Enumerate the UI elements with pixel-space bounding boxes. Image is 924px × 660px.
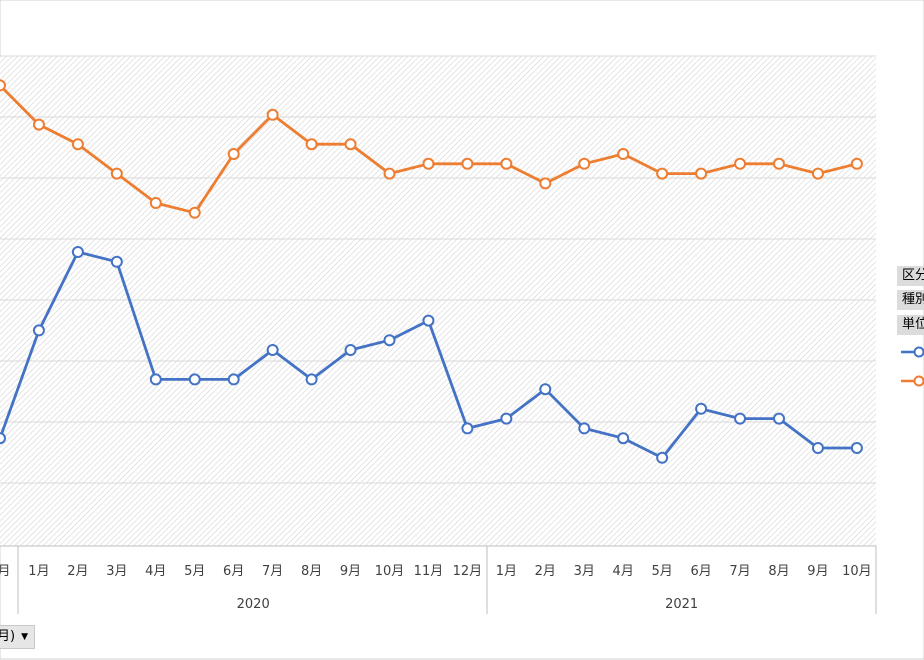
gridlines bbox=[0, 55, 876, 484]
legend-swatch-orange bbox=[901, 375, 924, 387]
x-tick-label: 2月 bbox=[535, 564, 556, 579]
data-point[interactable] bbox=[71, 246, 84, 258]
x-tick-label: 1月 bbox=[28, 564, 49, 579]
data-point[interactable] bbox=[227, 373, 240, 386]
data-point[interactable] bbox=[32, 118, 45, 131]
data-point[interactable] bbox=[149, 197, 162, 209]
x-tick-label: 4月 bbox=[613, 564, 634, 579]
x-year-label: 2020 bbox=[237, 597, 270, 612]
data-point[interactable] bbox=[656, 451, 669, 464]
x-tick-label: 4月 bbox=[145, 564, 166, 579]
data-point[interactable] bbox=[461, 157, 474, 170]
month-filter-button[interactable]: 月) ▼ bbox=[0, 625, 35, 649]
data-point[interactable] bbox=[578, 422, 591, 435]
data-point[interactable] bbox=[422, 314, 435, 327]
x-tick-label: 10月 bbox=[375, 564, 405, 579]
data-point[interactable] bbox=[0, 79, 6, 92]
data-point[interactable] bbox=[110, 167, 123, 180]
data-point[interactable] bbox=[734, 412, 747, 425]
data-point[interactable] bbox=[227, 148, 240, 160]
x-tick-label: 8月 bbox=[301, 564, 322, 579]
x-tick-label: 9月 bbox=[340, 564, 361, 579]
triangle-down-icon[interactable]: ▼ bbox=[21, 632, 28, 642]
x-tick-label: 6月 bbox=[690, 564, 711, 579]
legend-tag-type-label: 種別 bbox=[902, 292, 924, 307]
data-point[interactable] bbox=[305, 138, 318, 151]
x-tick-label: 3月 bbox=[106, 564, 127, 579]
month-filter-label: 月) bbox=[0, 629, 16, 644]
plot-area bbox=[0, 56, 876, 546]
data-point[interactable] bbox=[110, 255, 123, 268]
series-layer bbox=[0, 79, 863, 464]
data-point[interactable] bbox=[461, 422, 474, 435]
legend-tag-type[interactable]: 種別 bbox=[897, 290, 924, 310]
x-tick-label: 月 bbox=[0, 564, 11, 579]
data-point[interactable] bbox=[578, 157, 591, 170]
x-axis: 月 1月 2月 3月 4月 5月 6月 7月 8月 9月 10月 11月 12月 1月 2月 3月 4月 5月 6月… bbox=[0, 545, 877, 614]
data-point[interactable] bbox=[656, 167, 669, 180]
x-tick-label: 6月 bbox=[223, 564, 244, 579]
data-point[interactable] bbox=[811, 167, 824, 180]
legend-tag-unit-label: 単位 bbox=[902, 317, 924, 332]
data-point[interactable] bbox=[344, 138, 357, 151]
data-point[interactable] bbox=[188, 206, 201, 219]
data-point[interactable] bbox=[383, 334, 396, 347]
x-tick-label: 7月 bbox=[262, 564, 283, 579]
legend-tag-unit[interactable]: 単位 bbox=[897, 315, 924, 335]
legend-swatch-blue bbox=[901, 346, 924, 358]
data-point[interactable] bbox=[500, 157, 513, 170]
x-tick-label: 9月 bbox=[807, 564, 828, 579]
x-tick-label: 10月 bbox=[842, 564, 872, 579]
x-tick-label: 5月 bbox=[652, 564, 673, 579]
data-point[interactable] bbox=[344, 344, 357, 356]
x-year-label: 2021 bbox=[665, 597, 698, 612]
data-point[interactable] bbox=[500, 412, 513, 425]
data-point[interactable] bbox=[617, 432, 630, 445]
data-point[interactable] bbox=[188, 373, 201, 386]
data-point[interactable] bbox=[811, 442, 824, 454]
data-point[interactable] bbox=[0, 432, 6, 445]
x-tick-label: 5月 bbox=[184, 564, 205, 579]
data-point[interactable] bbox=[422, 157, 435, 170]
data-point[interactable] bbox=[149, 373, 162, 386]
data-point[interactable] bbox=[734, 157, 747, 170]
x-tick-label: 7月 bbox=[729, 564, 750, 579]
data-point[interactable] bbox=[266, 108, 279, 121]
data-point[interactable] bbox=[71, 138, 84, 151]
legend-tag-category[interactable]: 区分 bbox=[897, 266, 924, 286]
legend-tag-category-label: 区分 bbox=[902, 268, 924, 283]
data-point[interactable] bbox=[617, 148, 630, 160]
x-tick-label: 1月 bbox=[496, 564, 517, 579]
data-point[interactable] bbox=[773, 412, 785, 425]
data-point[interactable] bbox=[539, 383, 552, 396]
data-point[interactable] bbox=[850, 442, 863, 454]
data-point[interactable] bbox=[305, 373, 318, 386]
x-tick-label: 11月 bbox=[414, 564, 444, 579]
x-tick-label: 12月 bbox=[453, 564, 483, 579]
x-tick-label: 8月 bbox=[768, 564, 789, 579]
data-point[interactable] bbox=[539, 177, 552, 190]
data-point[interactable] bbox=[383, 167, 396, 180]
data-point[interactable] bbox=[850, 157, 863, 170]
data-point[interactable] bbox=[695, 402, 708, 415]
data-point[interactable] bbox=[773, 157, 785, 170]
data-point[interactable] bbox=[695, 167, 708, 180]
x-tick-label: 3月 bbox=[574, 564, 595, 579]
data-point[interactable] bbox=[266, 344, 279, 356]
data-point[interactable] bbox=[32, 324, 45, 337]
x-tick-label: 2月 bbox=[67, 564, 88, 579]
